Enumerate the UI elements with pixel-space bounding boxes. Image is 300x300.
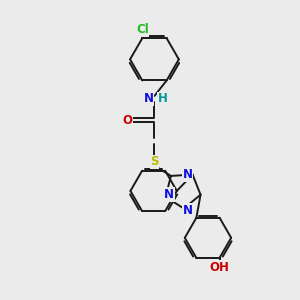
Text: N: N [164, 188, 174, 201]
Text: S: S [150, 155, 159, 168]
Text: H: H [158, 92, 168, 105]
Text: N: N [183, 168, 193, 181]
Text: OH: OH [210, 261, 230, 274]
Text: N: N [183, 203, 193, 217]
Text: Cl: Cl [136, 23, 148, 36]
Text: O: O [123, 114, 133, 127]
Text: N: N [143, 92, 154, 105]
